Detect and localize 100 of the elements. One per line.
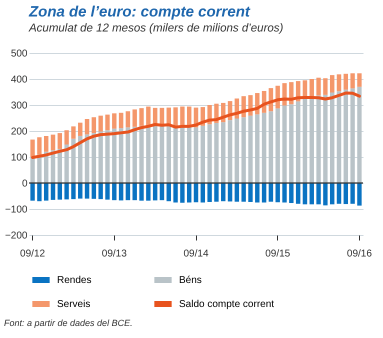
bar	[84, 183, 90, 199]
bar	[98, 116, 103, 132]
bar	[64, 130, 69, 145]
y-tick-label: −100	[4, 204, 28, 216]
bar	[357, 86, 362, 183]
text: Font: a partir de dades del BCE.	[4, 318, 134, 328]
y-tick-label: −200	[4, 230, 28, 242]
bar	[350, 73, 355, 88]
bar	[37, 137, 42, 155]
bar	[118, 128, 124, 183]
bar	[302, 98, 308, 183]
bar	[248, 116, 253, 183]
bar	[132, 109, 137, 127]
bar	[221, 183, 226, 202]
bar	[126, 183, 130, 200]
bar	[132, 183, 137, 200]
bar	[200, 126, 206, 183]
bar	[146, 126, 151, 183]
bar	[330, 75, 334, 93]
bar	[58, 183, 62, 200]
y-tick-label: 400	[10, 74, 28, 86]
bar	[296, 101, 300, 183]
bar	[221, 122, 226, 183]
bar	[78, 183, 82, 199]
bar	[166, 183, 171, 202]
bar	[282, 106, 287, 183]
bar	[234, 183, 240, 202]
bar	[289, 183, 294, 204]
bar	[186, 183, 192, 202]
bar	[330, 183, 334, 204]
bar	[310, 79, 314, 97]
legend-label: Saldo compte corrent	[179, 299, 274, 310]
bar	[357, 73, 362, 87]
bar	[316, 183, 321, 204]
bar	[160, 183, 164, 200]
bar	[118, 183, 124, 200]
bar	[126, 127, 130, 183]
legend-label: Béns	[179, 275, 202, 286]
bar	[105, 114, 110, 130]
x-tick-label: 09/15	[265, 248, 291, 260]
bar	[316, 78, 321, 96]
bar	[276, 108, 280, 183]
bar	[112, 128, 116, 183]
bar	[302, 183, 308, 204]
bar	[344, 183, 348, 204]
bar	[214, 183, 219, 202]
bar	[126, 111, 130, 128]
bar	[323, 78, 328, 95]
bar	[173, 183, 178, 202]
bar	[344, 74, 348, 90]
bar	[344, 90, 348, 183]
bar	[268, 183, 274, 202]
chart-subtitle: Acumulat de 12 mesos (milers de milions d’euros)	[28, 22, 284, 34]
bar	[50, 134, 56, 150]
bar	[98, 183, 103, 200]
bar	[78, 122, 82, 136]
bar	[316, 95, 321, 183]
bar	[37, 183, 42, 202]
bar	[58, 133, 62, 149]
legend-label: Rendes	[57, 275, 92, 286]
bar	[262, 112, 266, 183]
bar	[228, 183, 232, 202]
bar	[214, 122, 219, 183]
bar	[262, 183, 266, 202]
bar	[296, 183, 300, 204]
y-tick-label: 100	[10, 152, 28, 164]
bar	[146, 183, 151, 201]
x-tick-label: 09/13	[102, 248, 128, 260]
bar	[310, 183, 314, 204]
line-series	[31, 92, 361, 160]
bar	[64, 183, 69, 200]
bar	[241, 117, 246, 183]
bar	[152, 183, 158, 200]
bar	[71, 183, 76, 200]
bar	[228, 120, 232, 183]
bar	[30, 183, 35, 201]
x-tick-label: 09/16	[346, 248, 372, 260]
y-tick-label: 300	[10, 100, 28, 112]
bar	[139, 108, 144, 126]
bar	[84, 134, 90, 183]
bar	[276, 183, 280, 202]
bar	[166, 126, 171, 183]
bar	[118, 112, 124, 128]
bar	[146, 106, 151, 126]
bar	[186, 126, 192, 183]
bar	[112, 113, 116, 129]
bar	[234, 118, 240, 183]
bar	[180, 127, 185, 183]
bar	[200, 183, 206, 202]
bar	[330, 92, 334, 183]
bar	[357, 183, 362, 206]
bar	[255, 183, 260, 202]
bar	[30, 157, 35, 183]
bar	[207, 124, 212, 183]
bar	[268, 111, 274, 183]
legend-label: Serveis	[57, 299, 90, 310]
y-tick-label: 0	[22, 178, 28, 190]
bar	[92, 183, 96, 199]
bar	[84, 119, 90, 134]
bar	[180, 183, 185, 203]
